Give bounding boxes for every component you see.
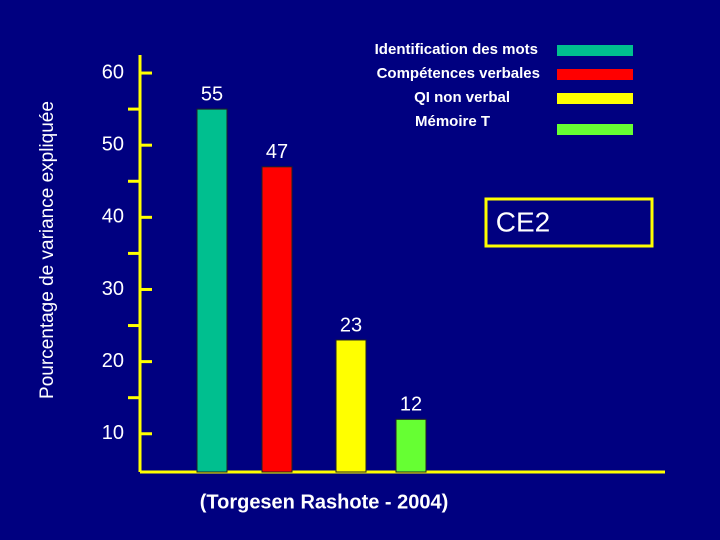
annotation-box xyxy=(484,197,654,248)
legend-swatch xyxy=(557,93,633,104)
bar xyxy=(395,418,427,473)
legend-label: QI non verbal xyxy=(414,89,510,106)
annotation: CE2 xyxy=(496,206,550,237)
y-tick-label: 20 xyxy=(102,350,124,372)
source: (Torgesen Rashote - 2004) xyxy=(200,491,449,513)
value-label: 23 xyxy=(340,314,362,336)
y-tick-label: 60 xyxy=(102,61,124,83)
value-label: 55 xyxy=(201,83,223,105)
y-tick-label: 10 xyxy=(102,422,124,444)
legend-label: Identification des mots xyxy=(375,41,538,58)
legend-label: Compétences verbales xyxy=(377,65,540,82)
bar xyxy=(261,166,293,473)
y-tick-label: 40 xyxy=(102,206,124,228)
bar xyxy=(196,108,228,473)
legend-swatch xyxy=(557,69,633,80)
y-tick-label: 50 xyxy=(102,133,124,155)
value-label: 47 xyxy=(266,141,288,163)
legend-swatch xyxy=(557,124,633,135)
value-label: 12 xyxy=(400,394,422,416)
legend-swatch xyxy=(557,45,633,56)
y-axis-label: Pourcentage de variance expliquée xyxy=(37,101,58,399)
legend-label: Mémoire T xyxy=(415,113,490,130)
y-tick-label: 30 xyxy=(102,278,124,300)
bar xyxy=(335,339,367,473)
